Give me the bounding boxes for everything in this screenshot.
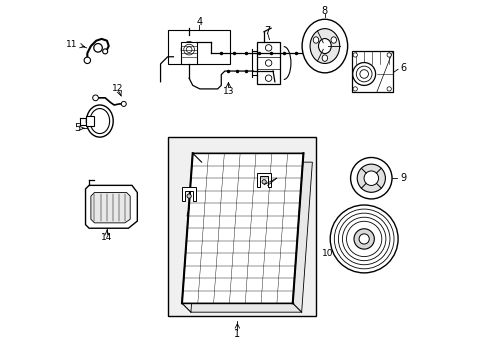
- Text: 12: 12: [112, 84, 123, 93]
- Text: 14: 14: [101, 233, 112, 242]
- Bar: [181, 42, 197, 64]
- Ellipse shape: [330, 37, 336, 43]
- Circle shape: [262, 180, 266, 184]
- Circle shape: [386, 53, 390, 57]
- Circle shape: [329, 205, 397, 273]
- Polygon shape: [182, 153, 303, 303]
- Ellipse shape: [318, 39, 330, 54]
- Bar: [351, 51, 392, 93]
- Polygon shape: [190, 162, 312, 312]
- Polygon shape: [85, 185, 137, 228]
- Bar: [85, 116, 94, 126]
- Circle shape: [183, 44, 194, 55]
- Ellipse shape: [302, 19, 347, 73]
- Text: 8: 8: [321, 6, 327, 17]
- Text: 7: 7: [264, 26, 270, 36]
- Text: 2: 2: [280, 172, 286, 183]
- Circle shape: [84, 57, 90, 64]
- Text: 6: 6: [400, 63, 406, 73]
- Circle shape: [386, 87, 390, 91]
- Circle shape: [265, 60, 271, 66]
- Polygon shape: [91, 193, 130, 223]
- Circle shape: [93, 95, 98, 101]
- Polygon shape: [182, 187, 196, 202]
- Circle shape: [121, 102, 126, 107]
- Text: 1: 1: [234, 329, 240, 339]
- Circle shape: [186, 194, 191, 198]
- Circle shape: [334, 209, 393, 269]
- Text: 13: 13: [222, 87, 234, 96]
- Text: 4: 4: [196, 17, 202, 27]
- Circle shape: [338, 213, 389, 265]
- Circle shape: [350, 157, 391, 199]
- Circle shape: [352, 53, 357, 57]
- Circle shape: [265, 75, 271, 81]
- Circle shape: [186, 47, 192, 53]
- Bar: [167, 30, 230, 64]
- Text: 11: 11: [66, 40, 77, 49]
- Bar: [257, 42, 280, 84]
- Ellipse shape: [309, 29, 339, 63]
- Circle shape: [364, 171, 378, 185]
- Bar: [167, 137, 315, 316]
- Circle shape: [342, 217, 385, 261]
- Text: 9: 9: [399, 173, 405, 183]
- Circle shape: [352, 87, 357, 91]
- Ellipse shape: [313, 37, 318, 43]
- Circle shape: [357, 164, 385, 192]
- Text: 3: 3: [186, 214, 192, 224]
- Circle shape: [359, 70, 367, 78]
- Polygon shape: [257, 173, 271, 187]
- Circle shape: [356, 66, 371, 82]
- Text: 5: 5: [74, 123, 81, 133]
- Ellipse shape: [322, 55, 327, 61]
- Circle shape: [102, 49, 107, 54]
- Circle shape: [353, 229, 374, 249]
- Circle shape: [181, 42, 197, 58]
- Circle shape: [346, 221, 381, 257]
- Circle shape: [358, 234, 368, 244]
- Text: 10: 10: [321, 249, 333, 258]
- Circle shape: [352, 63, 375, 85]
- Circle shape: [265, 45, 271, 51]
